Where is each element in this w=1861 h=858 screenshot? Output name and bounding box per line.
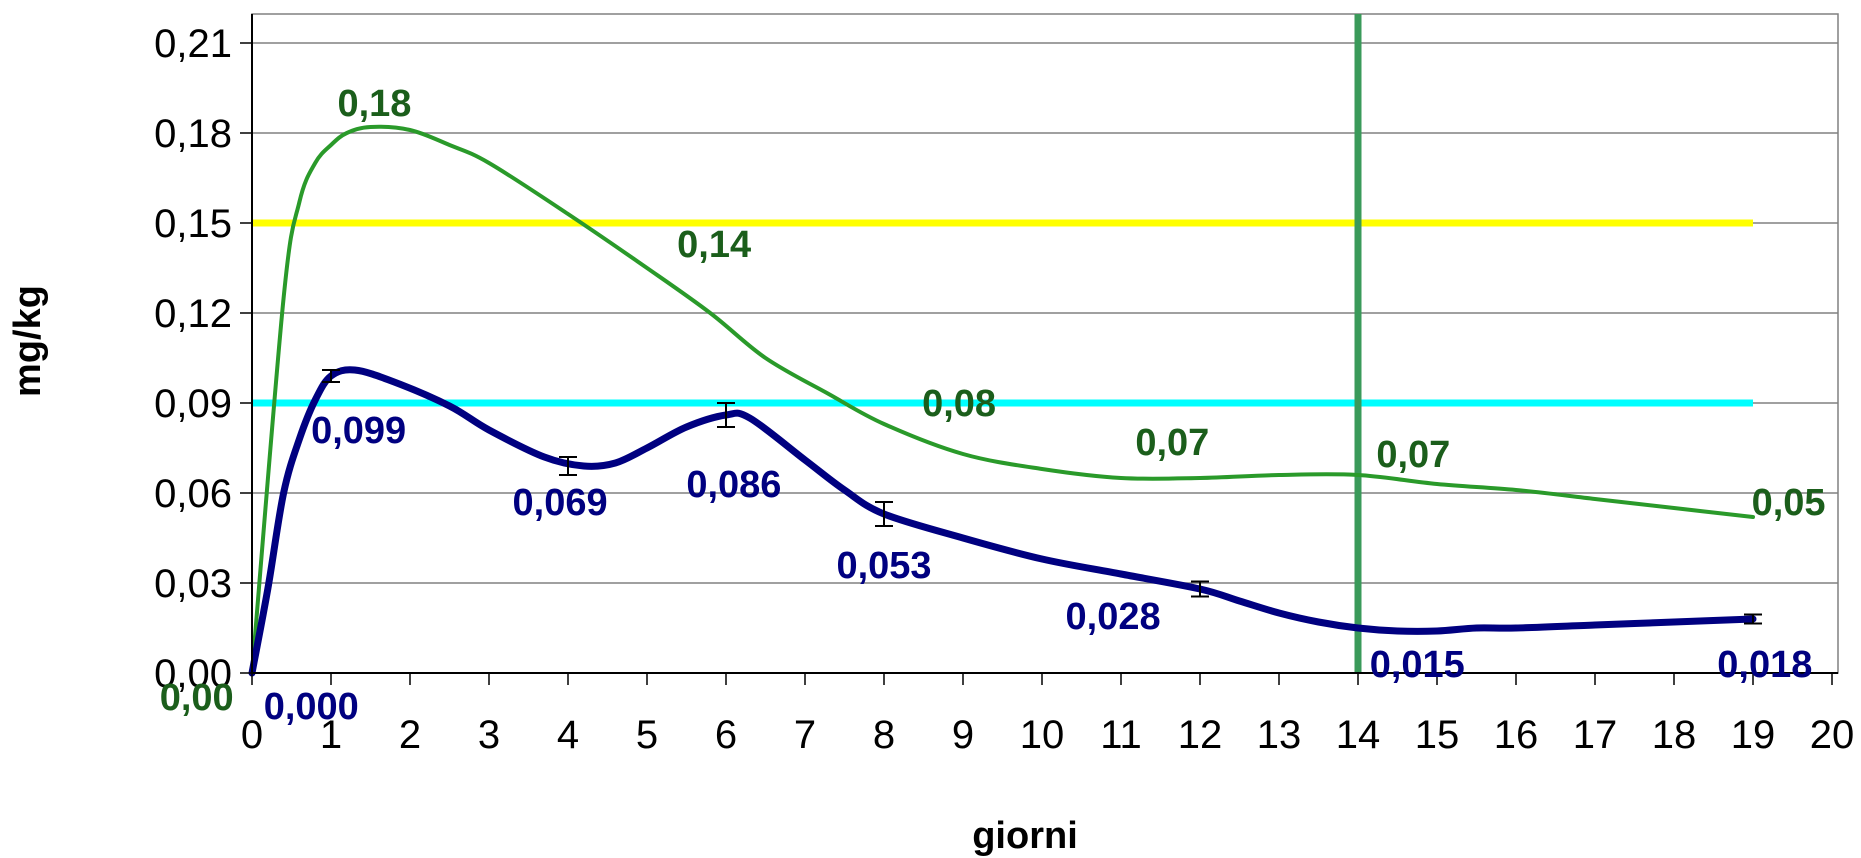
blue-series-line (248, 366, 1757, 677)
x-tick-label: 13 (1257, 713, 1302, 757)
y-tick-label: 0,00 (154, 652, 232, 696)
green-data-label: 0,00 (160, 677, 234, 719)
green-data-label: 0,05 (1752, 482, 1826, 524)
blue-data-label: 0,028 (1066, 596, 1161, 638)
blue-data-label: 0,015 (1370, 644, 1465, 686)
x-tick-label: 17 (1573, 713, 1618, 757)
x-tick-label: 3 (478, 713, 500, 757)
y-tick-label: 0,18 (154, 112, 232, 156)
y-tick-label: 0,09 (154, 382, 232, 426)
x-tick-label: 0 (241, 713, 263, 757)
x-tick-label: 16 (1494, 713, 1539, 757)
error-bar (717, 402, 735, 428)
reference-lines (252, 14, 1753, 673)
green-data-label: 0,14 (677, 224, 751, 266)
blue-data-label: 0,086 (686, 464, 781, 506)
blue-data-label: 0,099 (311, 410, 406, 452)
y-tick-label: 0,15 (154, 202, 232, 246)
blue-data-label: 0,069 (513, 482, 608, 524)
y-tick-label: 0,12 (154, 292, 232, 336)
green-data-label: 0,08 (922, 383, 996, 425)
blue-data-label: 0,018 (1717, 644, 1812, 686)
error-bar (322, 369, 340, 383)
y-tick-label: 0,03 (154, 562, 232, 606)
data-series (248, 124, 1757, 677)
x-tick-label: 2 (399, 713, 421, 757)
error-bar (1744, 613, 1762, 625)
data-labels: 0,00 0,18 0,14 0,08 0,07 0,07 0,05 0,000 0,099 0,… (160, 83, 1826, 728)
x-tick-label: 5 (636, 713, 658, 757)
x-tick-label: 12 (1178, 713, 1223, 757)
error-bar (559, 456, 577, 476)
x-tick-label: 18 (1652, 713, 1697, 757)
x-tick-label: 14 (1336, 713, 1381, 757)
x-axis-title: giorni (972, 815, 1078, 857)
y-tick-label: 0,06 (154, 472, 232, 516)
y-axis-title: mg/kg (7, 285, 49, 397)
x-tick-label: 15 (1415, 713, 1460, 757)
x-tick-label: 6 (715, 713, 737, 757)
plot-area-frame (251, 13, 1839, 674)
x-tick-label: 9 (952, 713, 974, 757)
x-tick-label: 7 (794, 713, 816, 757)
y-tick-label: 0,21 (154, 22, 232, 66)
error-bar (1191, 580, 1209, 598)
green-data-label: 0,18 (337, 83, 411, 125)
x-tick-label: 20 (1810, 713, 1855, 757)
green-data-label: 0,07 (1376, 434, 1450, 476)
error-bar (875, 501, 893, 527)
axes: 0,000,030,060,090,120,150,180,210 1 2 3 4 5 6 7… (154, 14, 1854, 757)
x-tick-label: 19 (1731, 713, 1776, 757)
blue-data-label: 0,000 (264, 686, 359, 728)
green-data-label: 0,07 (1135, 422, 1209, 464)
grid-lines (251, 13, 1839, 674)
x-tick-label: 8 (873, 713, 895, 757)
green-series-line (250, 124, 1755, 675)
error-bars (322, 369, 1762, 625)
blue-data-label: 0,053 (836, 545, 931, 587)
x-tick-label: 4 (557, 713, 579, 757)
x-tick-label: 11 (1100, 713, 1142, 757)
x-tick-label: 10 (1020, 713, 1065, 757)
x-tick-label: 1 (320, 713, 342, 757)
